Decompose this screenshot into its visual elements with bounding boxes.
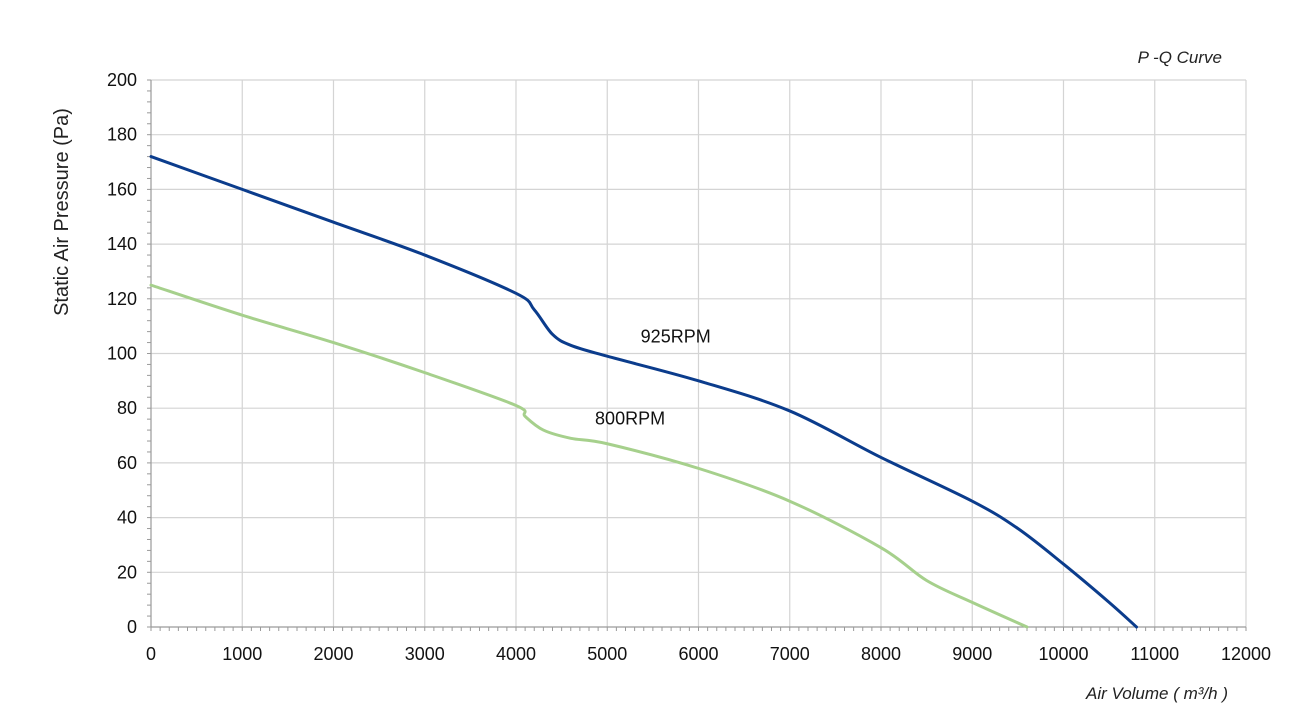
y-axis-label: Static Air Pressure (Pa) — [51, 108, 73, 316]
y-tick-label: 40 — [117, 508, 137, 528]
y-tick-label: 200 — [107, 70, 137, 90]
x-tick-label: 5000 — [587, 644, 627, 664]
y-tick-label: 80 — [117, 398, 137, 418]
x-tick-label: 7000 — [770, 644, 810, 664]
y-tick-label: 140 — [107, 234, 137, 254]
series-label: 800RPM — [595, 409, 665, 429]
x-tick-label: 11000 — [1130, 644, 1179, 664]
x-tick-label: 0 — [146, 644, 156, 664]
series-label: 925RPM — [641, 327, 711, 347]
x-tick-label: 2000 — [313, 644, 353, 664]
x-tick-label: 3000 — [405, 644, 445, 664]
y-tick-label: 180 — [107, 125, 137, 145]
x-tick-label: 4000 — [496, 644, 536, 664]
annotations: 925RPM 800RPM — [595, 327, 711, 429]
series-line-800rpm — [149, 283, 1029, 629]
series-lines — [149, 155, 1138, 629]
axes — [150, 80, 1246, 628]
x-axis-label: Air Volume ( m³/h ) — [1085, 684, 1228, 703]
grid — [151, 79, 1247, 627]
x-tick-label: 1000 — [222, 644, 262, 664]
x-tick-label: 8000 — [861, 644, 901, 664]
x-tick-label: 12000 — [1221, 644, 1271, 664]
series-line-925rpm — [149, 155, 1138, 629]
y-tick-label: 0 — [127, 617, 137, 637]
y-tick-label: 60 — [117, 453, 137, 473]
x-tick-label: 6000 — [678, 644, 718, 664]
y-tick-label: 160 — [107, 179, 137, 199]
y-tick-label: 100 — [107, 344, 137, 364]
tick-labels: 0 1000 2000 3000 4000 5000 6000 7000 8000 9000 100… — [107, 70, 1271, 664]
y-tick-label: 20 — [117, 562, 137, 582]
x-tick-label: 10000 — [1038, 644, 1088, 664]
y-tick-label: 120 — [107, 289, 137, 309]
chart-title: P -Q Curve — [1138, 48, 1222, 67]
minor-ticks — [147, 79, 1247, 631]
x-tick-label: 9000 — [952, 644, 992, 664]
